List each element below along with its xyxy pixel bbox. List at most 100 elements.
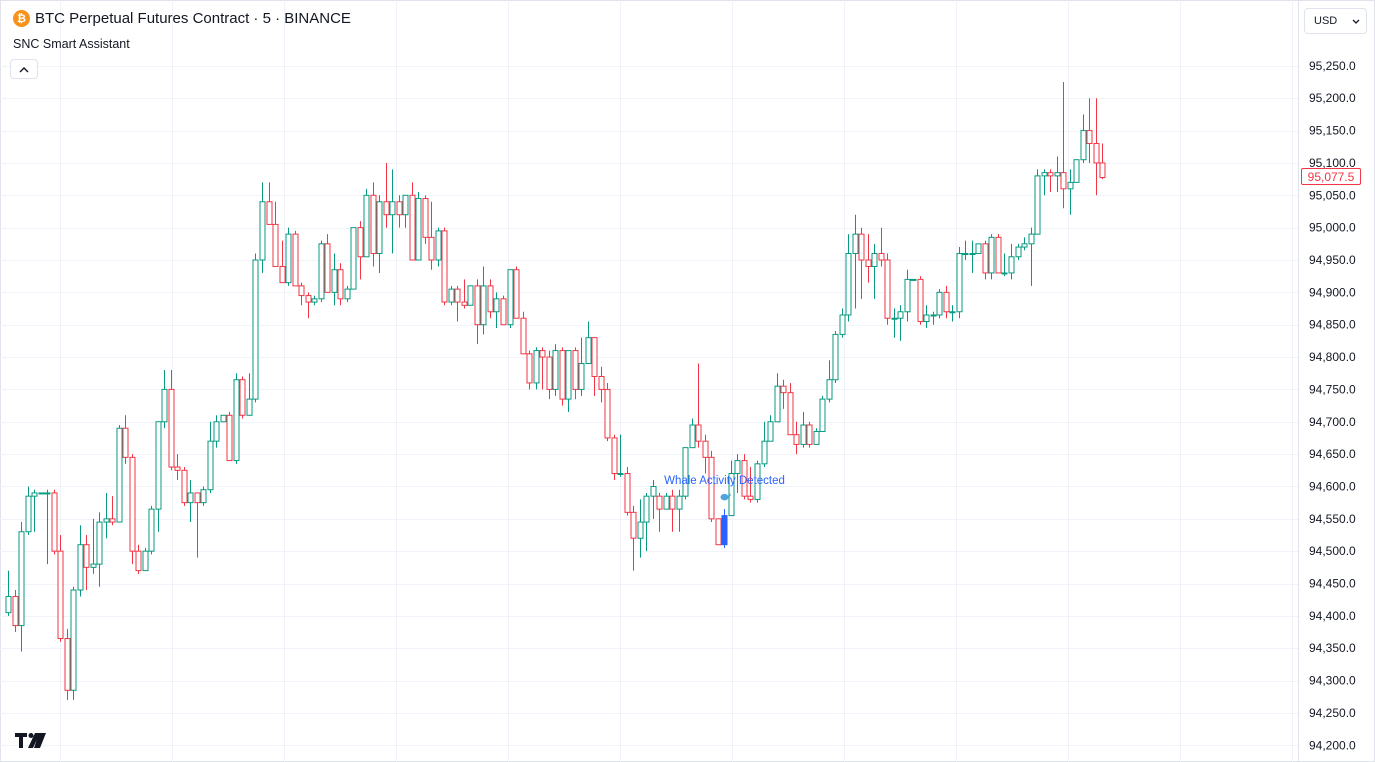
- candle-up: [148, 505, 155, 555]
- price-axis-label: 95,100.0: [1309, 156, 1356, 170]
- candle-down: [806, 421, 813, 448]
- candle-body: [70, 589, 77, 691]
- price-axis-label: 94,250.0: [1309, 706, 1356, 720]
- whale-icon: [720, 493, 731, 501]
- candle-down: [695, 363, 702, 448]
- candle-down: [122, 415, 129, 464]
- candle-body: [409, 194, 416, 261]
- candle-body: [695, 424, 702, 442]
- candle-body: [1080, 130, 1087, 161]
- price-axis-label: 94,400.0: [1309, 609, 1356, 623]
- candle-up: [663, 492, 670, 510]
- candle-body: [754, 463, 761, 500]
- candle-body: [161, 388, 168, 423]
- candle-body: [174, 466, 181, 471]
- candle-body: [357, 227, 364, 258]
- candle-body: [396, 201, 403, 216]
- candle-body: [995, 236, 1002, 274]
- candle-up: [923, 305, 930, 328]
- candle-up: [90, 518, 97, 574]
- candle-body: [1008, 256, 1015, 274]
- candle-down: [715, 518, 722, 546]
- candle-body: [90, 563, 97, 568]
- candle-up: [5, 570, 12, 616]
- candle-up: [25, 486, 32, 535]
- candle-down: [409, 182, 416, 261]
- candle-up: [533, 347, 540, 390]
- candle-up: [734, 454, 741, 493]
- price-axis-label: 95,250.0: [1309, 59, 1356, 73]
- candle-body: [31, 492, 38, 497]
- candle-down: [168, 370, 175, 471]
- price-axis-label: 94,800.0: [1309, 350, 1356, 364]
- candle-body: [793, 434, 800, 445]
- candle-body: [787, 392, 794, 436]
- candle-up: [637, 499, 644, 558]
- candle-up: [845, 234, 852, 322]
- candle-up: [200, 486, 207, 506]
- price-axis-label: 95,200.0: [1309, 91, 1356, 105]
- candle-down: [982, 240, 989, 280]
- candle-body: [467, 285, 474, 306]
- candle-body: [813, 430, 820, 445]
- collapse-indicators-button[interactable]: [10, 59, 38, 79]
- candle-body: [943, 291, 950, 313]
- candle-up: [956, 247, 963, 319]
- candle-down: [1047, 169, 1054, 193]
- currency-select[interactable]: USD: [1304, 8, 1367, 34]
- candle-body: [259, 201, 266, 261]
- candle-body: [565, 350, 572, 400]
- candle-body: [12, 595, 19, 627]
- candle-up: [18, 522, 25, 652]
- candle-down: [135, 544, 142, 574]
- candle-up: [552, 344, 559, 396]
- candle-up: [350, 227, 357, 290]
- candle-body: [669, 495, 676, 510]
- candle-body: [637, 521, 644, 539]
- whale-signal-candle: [721, 509, 728, 548]
- candle-down: [793, 421, 800, 455]
- candle-up: [578, 337, 585, 396]
- candle-body: [344, 288, 351, 300]
- tradingview-logo[interactable]: [15, 733, 47, 749]
- last-price-label: 95,077.5: [1301, 168, 1361, 185]
- candle-body: [1086, 130, 1093, 145]
- candle-body: [311, 298, 318, 303]
- candle-body: [493, 298, 500, 313]
- candle-body: [298, 285, 305, 297]
- candle-body: [239, 379, 246, 416]
- candle-body: [604, 388, 611, 439]
- candle-up: [38, 492, 45, 495]
- candle-up: [897, 305, 904, 341]
- symbol-title[interactable]: BTC Perpetual Futures Contract · 5 · BIN…: [35, 10, 351, 27]
- candle-body: [103, 518, 110, 523]
- candle-body: [415, 198, 422, 261]
- candle-body: [923, 314, 930, 322]
- candle-down: [878, 227, 885, 267]
- candle-down: [669, 489, 676, 532]
- price-axis-label: 94,650.0: [1309, 447, 1356, 461]
- candle-body: [252, 259, 259, 400]
- price-axis-label: 94,350.0: [1309, 641, 1356, 655]
- candle-down: [396, 195, 403, 228]
- candle-body: [200, 489, 207, 504]
- candle-body: [643, 495, 650, 523]
- candle-up: [1067, 169, 1074, 215]
- candle-up: [480, 266, 487, 335]
- candle-body: [630, 511, 637, 539]
- candle-up: [1028, 227, 1035, 286]
- price-axis-label: 94,850.0: [1309, 318, 1356, 332]
- candle-body: [774, 385, 781, 423]
- candle-body: [474, 285, 481, 326]
- candle-down: [559, 347, 566, 406]
- candle-up: [650, 480, 657, 519]
- indicator-name[interactable]: SNC Smart Assistant: [13, 37, 130, 51]
- candle-down: [441, 227, 448, 306]
- candle-down: [624, 467, 631, 516]
- candle-body: [1073, 159, 1080, 183]
- candle-up: [187, 480, 194, 523]
- candle-body: [936, 291, 943, 316]
- candle-body: [624, 473, 631, 513]
- candle-body: [839, 314, 846, 335]
